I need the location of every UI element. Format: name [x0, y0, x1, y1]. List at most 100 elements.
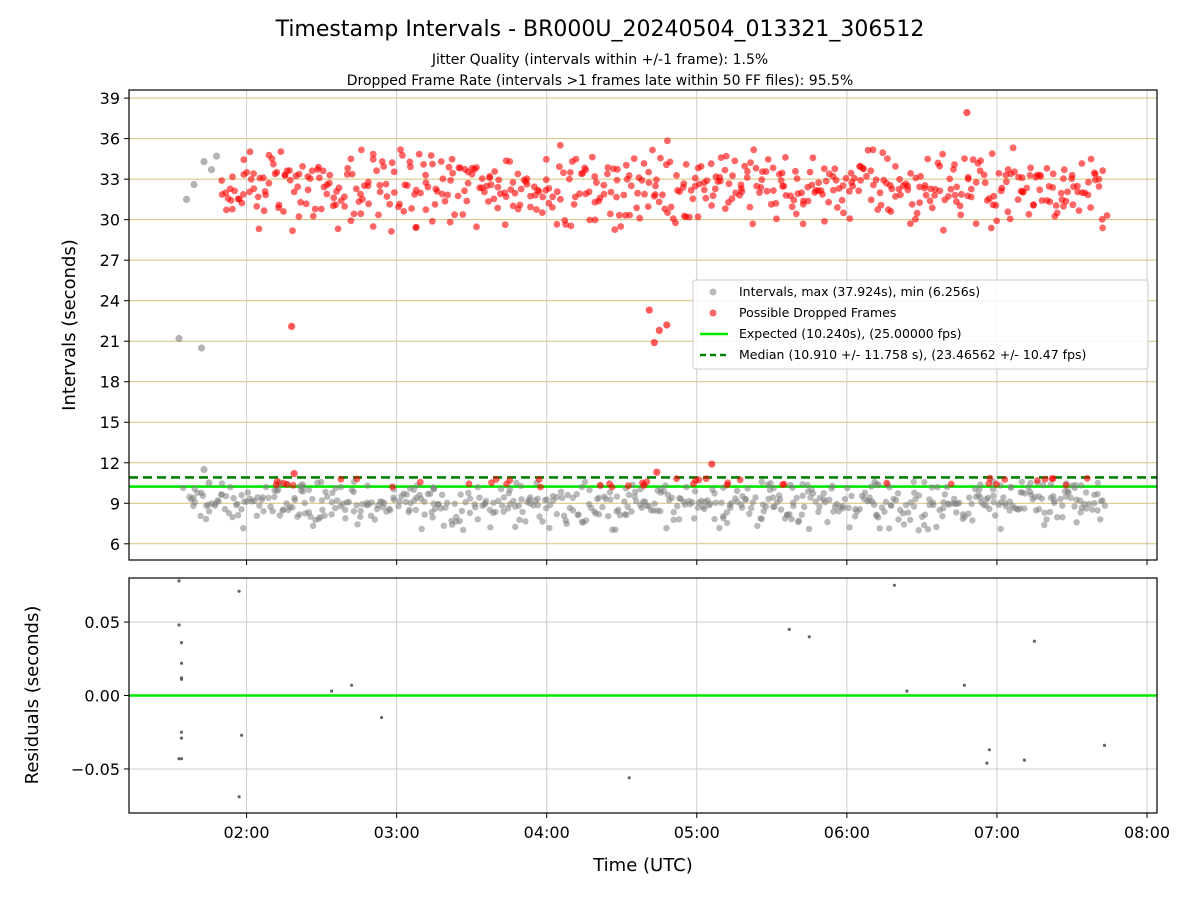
- dropped-frame-point: [319, 167, 327, 175]
- interval-point: [921, 478, 928, 486]
- dropped-frame-point: [972, 178, 980, 186]
- dropped-frame-point: [373, 167, 380, 175]
- residual-point: [905, 689, 909, 693]
- dropped-frame-point: [448, 155, 456, 163]
- interval-point: [227, 483, 234, 491]
- interval-point: [675, 516, 683, 523]
- dropped-frame-point: [572, 155, 580, 163]
- dropped-frame-point: [343, 170, 351, 178]
- interval-point: [895, 516, 902, 523]
- dropped-frame-point: [884, 155, 891, 163]
- interval-point: [331, 505, 339, 512]
- interval-point: [238, 492, 245, 499]
- interval-point: [212, 152, 221, 160]
- dropped-frame-point: [516, 201, 524, 209]
- dropped-frame-point: [1057, 189, 1065, 197]
- dropped-frame-point: [506, 158, 514, 165]
- legend-marker-intervals: [709, 288, 717, 296]
- dropped-frame-point: [473, 223, 480, 231]
- dropped-frame-point: [277, 148, 285, 156]
- dropped-frame-point: [1053, 209, 1061, 217]
- interval-point: [307, 513, 314, 520]
- interval-point: [662, 482, 669, 489]
- dropped-frame-point: [615, 211, 623, 219]
- main-y-axis-label: Intervals (seconds): [59, 239, 80, 411]
- dropped-frame-point: [1041, 475, 1049, 483]
- dropped-frame-point: [358, 146, 365, 154]
- interval-point: [933, 523, 940, 531]
- dropped-frame-point: [821, 218, 828, 225]
- dropped-frame-point: [556, 163, 563, 171]
- interval-point: [229, 513, 236, 521]
- dropped-frame-point: [1026, 172, 1034, 179]
- dropped-frame-point: [689, 195, 697, 203]
- dropped-frame-point: [433, 188, 441, 195]
- interval-point: [1039, 481, 1047, 489]
- interval-point: [1041, 521, 1048, 529]
- interval-point: [332, 485, 339, 492]
- dropped-frame-point: [388, 159, 396, 167]
- dropped-frame-point: [969, 156, 977, 164]
- dropped-frame-point: [427, 152, 435, 159]
- dropped-frame-point: [855, 187, 863, 195]
- interval-point: [1067, 494, 1074, 501]
- dropped-frame-point: [606, 210, 614, 218]
- interval-point: [256, 502, 263, 509]
- interval-point: [582, 517, 590, 524]
- dropped-frame-point: [227, 197, 235, 204]
- dropped-frame-point: [365, 200, 372, 208]
- interval-point: [924, 526, 932, 533]
- dropped-frame-point: [1011, 168, 1018, 176]
- dropped-frame-point: [596, 481, 604, 489]
- dropped-frame-point: [851, 174, 858, 182]
- interval-point: [581, 478, 589, 486]
- dropped-frame-point: [998, 184, 1006, 192]
- residual-point: [179, 641, 184, 645]
- dropped-frame-point: [538, 209, 546, 217]
- interval-point: [1094, 479, 1102, 487]
- dropped-frame-point: [792, 210, 800, 218]
- interval-point: [953, 509, 960, 516]
- interval-point: [495, 497, 502, 504]
- dropped-frame-point: [549, 193, 557, 201]
- interval-point: [700, 503, 707, 510]
- dropped-frame-point: [711, 185, 719, 193]
- dropped-frame-point: [879, 149, 887, 157]
- dropped-frame-point: [408, 205, 415, 212]
- interval-point: [1071, 484, 1078, 492]
- interval-point: [1000, 494, 1007, 501]
- interval-point: [296, 511, 303, 518]
- dropped-frame-point: [1099, 167, 1107, 175]
- interval-point: [497, 485, 505, 493]
- dropped-frame-point: [992, 201, 1000, 209]
- x-tick-label: 07:00: [974, 823, 1020, 842]
- interval-point: [707, 500, 714, 507]
- dropped-frame-point: [694, 213, 702, 221]
- legend-label-median: Median (10.910 +/- 11.758 s), (23.46562 …: [739, 347, 1086, 362]
- interval-point: [749, 499, 756, 506]
- dropped-frame-point: [290, 470, 298, 478]
- interval-point: [440, 522, 447, 529]
- interval-point: [670, 516, 677, 523]
- dropped-frame-point: [649, 146, 656, 154]
- interval-point: [674, 503, 681, 510]
- dropped-frame-point: [494, 183, 502, 191]
- dropped-frame-point: [335, 184, 343, 192]
- dropped-frame-point: [908, 201, 916, 208]
- dropped-frame-point: [773, 215, 780, 223]
- interval-point: [309, 522, 317, 529]
- dropped-frame-point: [545, 185, 553, 192]
- interval-point: [940, 505, 947, 512]
- dropped-frame-point: [680, 180, 688, 188]
- dropped-frame-point: [614, 165, 621, 173]
- interval-point: [892, 496, 900, 504]
- interval-point: [1046, 508, 1054, 516]
- main-y-tick-label: 33: [100, 170, 120, 189]
- interval-point: [518, 496, 525, 503]
- interval-point: [657, 485, 665, 493]
- interval-point: [723, 519, 731, 527]
- dropped-frame-point: [956, 202, 964, 210]
- interval-point: [984, 494, 992, 502]
- interval-point: [758, 515, 765, 523]
- dropped-frame-point: [876, 189, 884, 197]
